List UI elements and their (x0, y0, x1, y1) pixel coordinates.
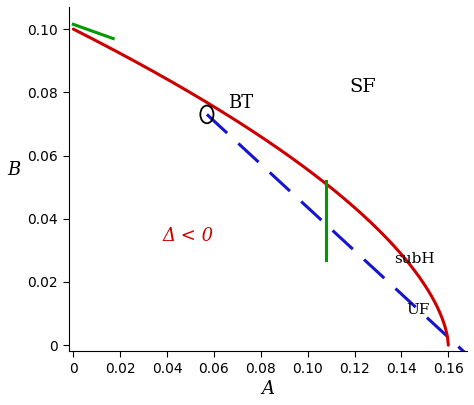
Y-axis label: B: B (7, 161, 20, 179)
Text: BT: BT (228, 94, 253, 112)
Text: Δ < 0: Δ < 0 (163, 227, 213, 245)
Text: UF: UF (406, 303, 429, 317)
Text: subH: subH (394, 252, 435, 266)
X-axis label: A: A (261, 380, 274, 398)
Text: SF: SF (350, 78, 377, 96)
